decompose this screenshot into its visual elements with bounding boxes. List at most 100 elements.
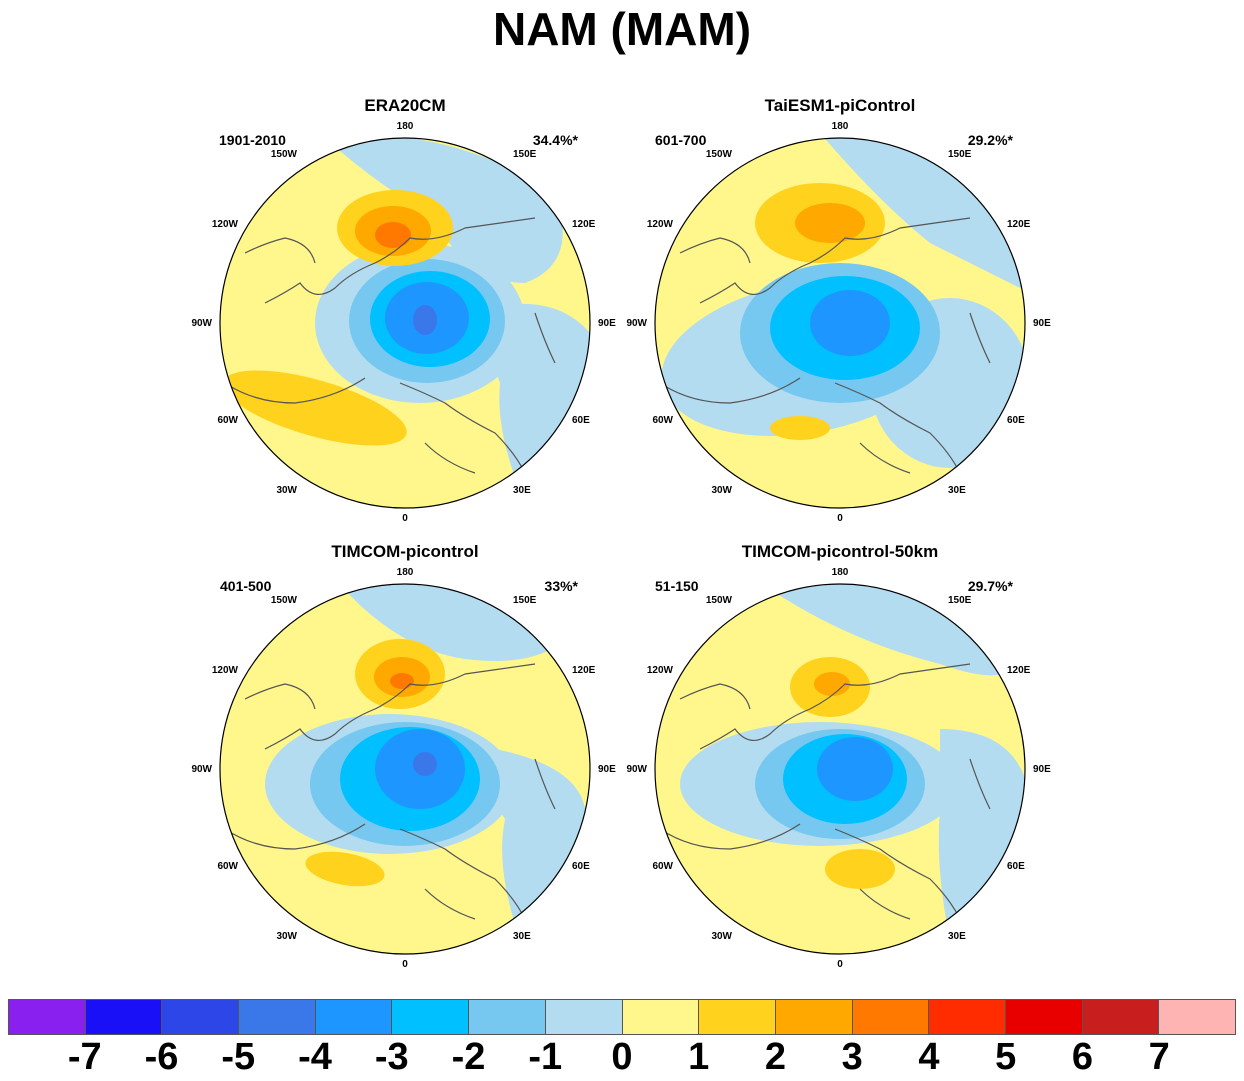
colorbar-label: 4 <box>918 1036 940 1078</box>
panel-title: TIMCOM-picontrol <box>331 542 479 561</box>
lon-label: 60W <box>217 861 238 872</box>
colorbar-box <box>622 1000 700 1034</box>
lon-label: 30E <box>948 931 966 942</box>
colorbar-box <box>852 1000 930 1034</box>
lon-label: 60E <box>572 415 590 426</box>
figure-title: NAM (MAM) <box>492 3 752 55</box>
lon-label: 90E <box>1033 764 1051 775</box>
lon-label: 30E <box>513 931 531 942</box>
lon-label: 30W <box>711 485 732 496</box>
lon-label: 150W <box>271 595 298 606</box>
colorbar-label: 7 <box>1148 1036 1170 1078</box>
panel-era20cm: ERA20CM 1901-2010 34.4%* 180 150E 120E 90E 6… <box>185 96 625 526</box>
lon-label: 0 <box>837 959 843 970</box>
colorbar-label: -3 <box>374 1036 409 1078</box>
colorbar-label: 1 <box>688 1036 710 1078</box>
colorbar-box <box>162 1000 240 1034</box>
panel-title: TIMCOM-picontrol-50km <box>741 542 939 561</box>
contour-region <box>810 290 890 356</box>
map-border <box>654 583 1026 955</box>
colorbar-box <box>85 1000 163 1034</box>
panel-taiesm1: TaiESM1-piControl 601-700 29.2%* 180 150E… <box>620 96 1060 526</box>
lon-label: 60E <box>1007 415 1025 426</box>
contour-region <box>770 416 830 440</box>
contour-region <box>375 222 411 248</box>
panel-period: 601-700 <box>655 132 707 148</box>
coastline <box>659 663 991 920</box>
coastline <box>224 217 556 474</box>
polar-map: 180 150E 120E 90E 60E 30E 0 30W 60W 90W 120W 150W <box>191 567 616 970</box>
lon-label: 120W <box>647 665 674 676</box>
lon-label: 120W <box>647 219 674 230</box>
contour-region <box>491 749 586 939</box>
coastline <box>659 217 991 474</box>
colorbar-box <box>929 1000 1006 1034</box>
colorbar-box <box>1082 1000 1160 1034</box>
colorbar-box <box>545 1000 623 1034</box>
colorbar-box <box>392 1000 470 1034</box>
lon-label: 180 <box>832 567 849 578</box>
lon-label: 150E <box>948 595 972 606</box>
lon-label: 60W <box>652 861 673 872</box>
lon-label: 60E <box>572 861 590 872</box>
lon-label: 60W <box>652 415 673 426</box>
colorbar-box <box>1159 1000 1235 1034</box>
panel-variance: 29.7%* <box>967 578 1013 594</box>
contour-region <box>223 370 407 446</box>
lon-label: 90E <box>1033 318 1051 329</box>
contour-region <box>413 305 437 335</box>
lon-label: 120E <box>1007 665 1031 676</box>
contour-region <box>825 849 895 889</box>
coastline <box>224 663 556 920</box>
panel-title: TaiESM1-piControl <box>764 96 916 115</box>
lon-label: 30E <box>513 485 531 496</box>
lon-label: 90E <box>598 318 616 329</box>
panel-variance: 33%* <box>544 578 578 594</box>
colorbar-label: 5 <box>995 1036 1017 1078</box>
lon-label: 0 <box>402 513 408 524</box>
lon-label: 0 <box>402 959 408 970</box>
lon-label: 60W <box>217 415 238 426</box>
lon-label: 30W <box>276 485 297 496</box>
lon-label: 90W <box>191 318 212 329</box>
lon-label: 120W <box>212 665 239 676</box>
panel-variance: 34.4%* <box>532 132 578 148</box>
contour-region <box>817 737 893 801</box>
contour-region <box>795 203 865 243</box>
colorbar-box <box>9 1000 86 1034</box>
lon-label: 30E <box>948 485 966 496</box>
lon-label: 120E <box>572 665 596 676</box>
polar-map: 180 150E 120E 90E 60E 30E 0 30W 60W 90W 120W 150W <box>191 121 616 524</box>
contour-region <box>938 729 1025 939</box>
lon-label: 120W <box>212 219 239 230</box>
panel-timcom: TIMCOM-picontrol 401-500 33%* 180 150E 120… <box>185 542 625 972</box>
polar-map: 180 150E 120E 90E 60E 30E 0 30W 60W 90W 120W 150W <box>626 567 1051 970</box>
colorbar <box>8 999 1236 1035</box>
map-border <box>654 137 1026 509</box>
contour-region <box>305 851 385 887</box>
lon-label: 60E <box>1007 861 1025 872</box>
colorbar-box <box>239 1000 316 1034</box>
panel-title: ERA20CM <box>364 96 446 115</box>
lon-label: 150E <box>513 595 537 606</box>
map-border <box>219 583 591 955</box>
panel-period: 51-150 <box>655 578 699 594</box>
lon-label: 150E <box>948 149 972 160</box>
lon-label: 0 <box>837 513 843 524</box>
colorbar-box <box>315 1000 393 1034</box>
colorbar-box <box>469 1000 546 1034</box>
colorbar-label: 3 <box>841 1036 863 1078</box>
panel-timcom-50km: TIMCOM-picontrol-50km 51-150 29.7%* 180 1… <box>620 542 1060 972</box>
lon-label: 120E <box>572 219 596 230</box>
lon-label: 150W <box>271 149 298 160</box>
colorbar-label: -6 <box>144 1036 179 1078</box>
colorbar-label: 0 <box>611 1036 633 1078</box>
panel-variance: 29.2%* <box>967 132 1013 148</box>
colorbar-box <box>699 1000 776 1034</box>
colorbar-label: 2 <box>764 1036 787 1078</box>
colorbar-label: -7 <box>67 1036 102 1078</box>
polar-map: 180 150E 120E 90E 60E 30E 0 30W 60W 90W 120W 150W <box>626 121 1051 524</box>
contour-region <box>814 672 850 696</box>
contour-region <box>335 584 575 661</box>
lon-label: 90W <box>626 764 647 775</box>
